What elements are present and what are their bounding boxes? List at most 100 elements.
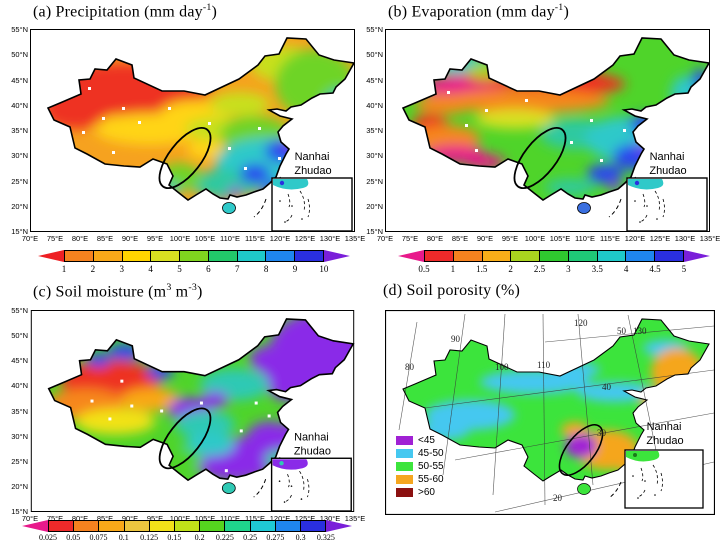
china-outline — [402, 318, 710, 482]
legend-label: 50-55 — [418, 461, 444, 472]
panel-c-x-axis: 70°E 75°E 80°E 85°E 90°E 95°E 100°E 105°E 110°E 1… — [21, 514, 366, 523]
colorbar-segment — [266, 251, 296, 261]
panel-d-legend: <45 45-50 50-55 55-60 >60 — [396, 434, 444, 499]
inset-label-line2: Zhudao — [294, 165, 331, 177]
colorbar-segment — [511, 251, 541, 261]
panel-c-title: (c) Soil moisture (m3 m-3) — [33, 282, 203, 301]
legend-swatch — [396, 475, 413, 484]
y-tick: 40°N — [11, 381, 28, 391]
study-region-ellipse — [158, 127, 212, 189]
colorbar-segment — [174, 521, 201, 531]
study-region-ellipse — [158, 407, 212, 470]
map-c-soil-moisture: Nanhai Zhudao — [30, 310, 355, 512]
y-tick: 40°N — [366, 100, 383, 110]
colorbar-segment — [453, 251, 483, 261]
axes-frame — [385, 29, 710, 232]
colorbar-segment — [275, 521, 301, 531]
colorbar-segment — [180, 251, 209, 261]
nanhai-inset: Nanhai Zhudao — [270, 431, 352, 512]
axes-frame — [30, 29, 355, 232]
dashed-boundary — [253, 198, 267, 218]
y-tick: 25°N — [366, 176, 383, 186]
colorbar-segment — [225, 521, 251, 531]
y-tick: 55°N — [11, 25, 28, 34]
colorbar-segments — [48, 520, 326, 532]
y-tick: 15°N — [11, 227, 28, 236]
y-tick: 55°N — [11, 306, 28, 315]
y-tick: 35°N — [11, 126, 28, 135]
y-tick: 20°N — [366, 201, 383, 211]
legend-label: 45-50 — [418, 448, 444, 459]
study-region-ellipse — [513, 127, 567, 189]
colorbar-under-arrow — [22, 520, 48, 532]
inset-label-line1: Nanhai — [294, 431, 329, 443]
legend-row: 45-50 — [396, 447, 444, 460]
inset-label-line1: Nanhai — [647, 421, 682, 433]
y-tick: 35°N — [366, 126, 383, 135]
panel-a-x-axis: 70°E 75°E 80°E 85°E 90°E 95°E 100°E 105°E 110°E 1… — [21, 234, 366, 243]
legend-row: <45 — [396, 434, 444, 447]
nanhai-inset: Nanhai Zhudao — [626, 151, 708, 232]
axes-frame — [30, 310, 355, 512]
y-tick: 50°N — [366, 50, 383, 60]
colorbar-segment — [124, 521, 150, 531]
y-tick: 15°N — [11, 507, 28, 516]
panel-a-colorbar-labels: 1 2 3 4 5 6 7 8 9 10 — [61, 264, 329, 274]
hainan-island — [221, 482, 236, 494]
china-outline — [46, 37, 355, 201]
y-tick: 50°N — [11, 50, 28, 60]
colorbar-segment — [151, 251, 181, 261]
hainan-island — [222, 202, 236, 214]
legend-label: >60 — [418, 487, 435, 498]
colorbar-segments — [424, 250, 684, 262]
colorbar-under-arrow — [398, 250, 424, 262]
colorbar-segment — [74, 521, 100, 531]
colorbar-segment — [200, 521, 226, 531]
colorbar-under-arrow — [38, 250, 64, 262]
panel-b-title: (b) Evaporation (mm day-1) — [388, 2, 569, 21]
colorbar-segment — [568, 251, 598, 261]
y-tick: 35°N — [11, 406, 28, 416]
y-tick: 20°N — [11, 481, 28, 491]
inset-label-line1: Nanhai — [295, 151, 330, 163]
colorbar-segment — [49, 521, 75, 531]
colorbar-over-arrow — [684, 250, 710, 262]
y-tick: 45°N — [366, 75, 383, 85]
panel-a-title: (a) Precipitation (mm day-1) — [33, 2, 218, 21]
nanhai-inset: Nanhai Zhudao — [624, 421, 704, 509]
dashed-boundary — [608, 481, 622, 499]
map-b-evaporation: Nanhai Zhudao — [385, 29, 710, 232]
dashed-boundary — [608, 198, 622, 218]
colorbar-over-arrow — [326, 520, 352, 532]
y-tick: 50°N — [11, 331, 28, 341]
hainan-island — [577, 202, 591, 214]
colorbar-segment — [65, 251, 94, 261]
y-tick: 25°N — [11, 176, 28, 186]
legend-swatch — [396, 462, 413, 471]
colorbar-segment — [482, 251, 512, 261]
y-tick: 20°N — [11, 201, 28, 211]
colorbar-segment — [149, 521, 175, 531]
y-tick: 55°N — [366, 25, 383, 34]
colorbar-segment — [540, 251, 569, 261]
dashed-boundary — [253, 479, 267, 498]
colorbar-segment — [655, 251, 684, 261]
inset-label-line2: Zhudao — [294, 445, 331, 457]
y-tick: 45°N — [11, 75, 28, 85]
axes-frame — [385, 310, 715, 515]
inset-label-line2: Zhudao — [649, 165, 686, 177]
colorbar-segment — [626, 251, 656, 261]
panel-d-title: (d) Soil porosity (%) — [383, 282, 521, 299]
panel-c-y-axis: 55°N 50°N 45°N 40°N 35°N 30°N 25°N 20°N 15°N — [2, 306, 28, 516]
y-tick: 15°N — [366, 227, 383, 236]
legend-swatch — [396, 436, 413, 445]
colorbar-segment — [425, 251, 454, 261]
colorbar-segment — [93, 251, 123, 261]
panel-c-colorbar-labels: 0.025 0.05 0.075 0.1 0.125 0.15 0.2 0.225 0.25 0.… — [39, 533, 335, 540]
panel-a-y-axis: 55°N 50°N 45°N 40°N 35°N 30°N 25°N 20°N 15°N — [2, 25, 28, 236]
china-outline — [47, 318, 355, 482]
y-tick: 25°N — [11, 456, 28, 466]
colorbar-segment — [597, 251, 627, 261]
legend-swatch — [396, 449, 413, 458]
